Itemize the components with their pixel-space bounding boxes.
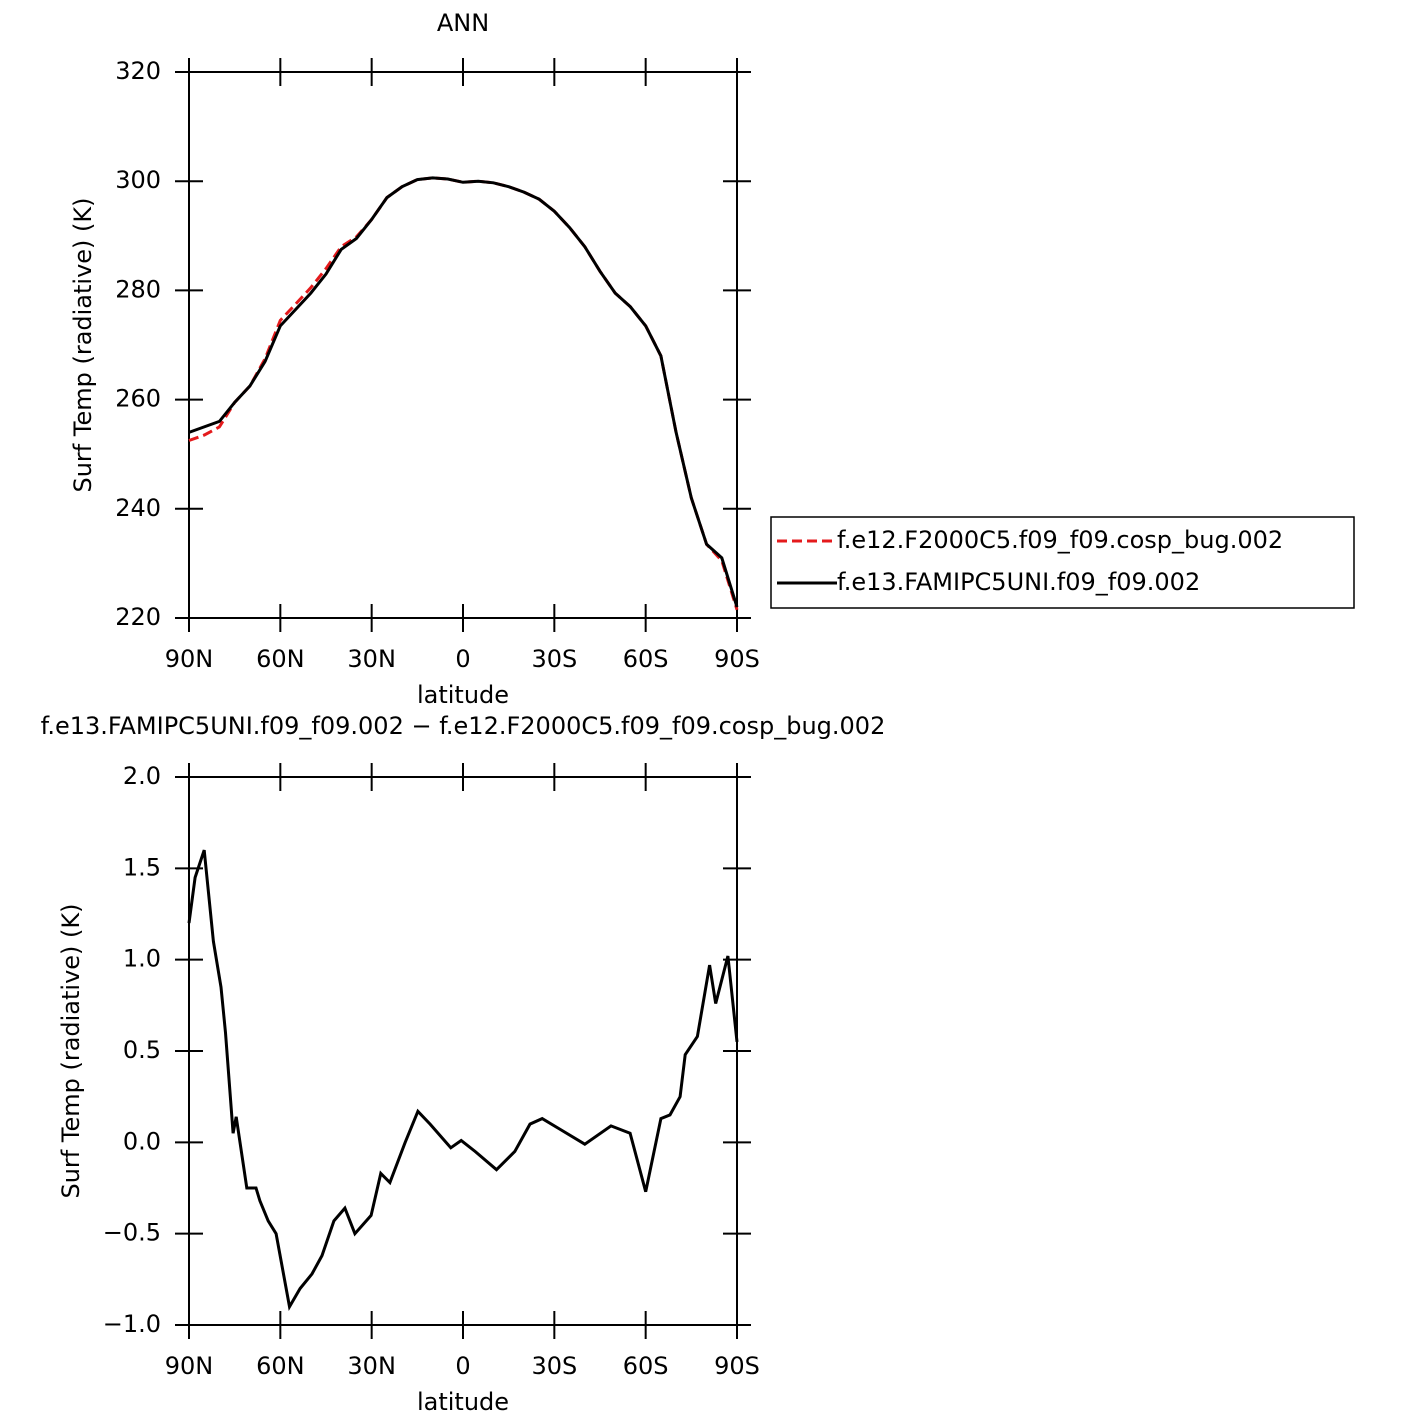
x-tick-label: 90S xyxy=(714,645,760,673)
x-tick-label: 0 xyxy=(455,645,470,673)
chart-title: f.e13.FAMIPC5UNI.f09_f09.002 − f.e12.F20… xyxy=(41,712,886,740)
x-tick-label: 90S xyxy=(714,1352,760,1380)
data-line xyxy=(188,176,739,608)
x-axis-label: latitude xyxy=(417,681,509,709)
plot-frame xyxy=(188,776,738,1326)
x-tick-label: 30N xyxy=(347,1352,396,1380)
x-axis-label: latitude xyxy=(417,1388,509,1416)
x-tick-label: 60S xyxy=(623,1352,669,1380)
x-tick-label: 30S xyxy=(531,1352,577,1380)
x-tick-label: 60N xyxy=(256,1352,305,1380)
x-tick-label: 90N xyxy=(165,645,214,673)
x-tick-label: 60S xyxy=(623,645,669,673)
data-line xyxy=(187,849,739,1311)
y-tick-label: 320 xyxy=(115,57,161,85)
y-tick-label: 220 xyxy=(115,603,161,631)
x-tick-label: 90N xyxy=(165,1352,214,1380)
y-tick-label: 240 xyxy=(115,494,161,522)
y-tick-label: −0.5 xyxy=(103,1219,161,1247)
data-line xyxy=(188,176,739,611)
y-tick-label: 300 xyxy=(115,166,161,194)
x-tick-label: 0 xyxy=(455,1352,470,1380)
x-tick-label: 30N xyxy=(347,645,396,673)
legend-box xyxy=(770,516,1355,609)
y-tick-label: 1.5 xyxy=(123,853,161,881)
y-axis-label: Surf Temp (radiative) (K) xyxy=(57,903,85,1198)
x-tick-label: 30S xyxy=(531,645,577,673)
legend-label: f.e12.F2000C5.f09_f09.cosp_bug.002 xyxy=(837,526,1283,554)
y-axis-label: Surf Temp (radiative) (K) xyxy=(69,197,97,492)
chart-title: ANN xyxy=(437,9,489,37)
y-tick-label: 0.0 xyxy=(123,1127,161,1155)
y-tick-label: 1.0 xyxy=(123,945,161,973)
y-tick-label: −1.0 xyxy=(103,1310,161,1338)
y-tick-label: 0.5 xyxy=(123,1036,161,1064)
y-tick-label: 280 xyxy=(115,275,161,303)
y-tick-label: 2.0 xyxy=(123,762,161,790)
y-tick-label: 260 xyxy=(115,385,161,413)
x-tick-label: 60N xyxy=(256,645,305,673)
legend-label: f.e13.FAMIPC5UNI.f09_f09.002 xyxy=(837,568,1200,596)
